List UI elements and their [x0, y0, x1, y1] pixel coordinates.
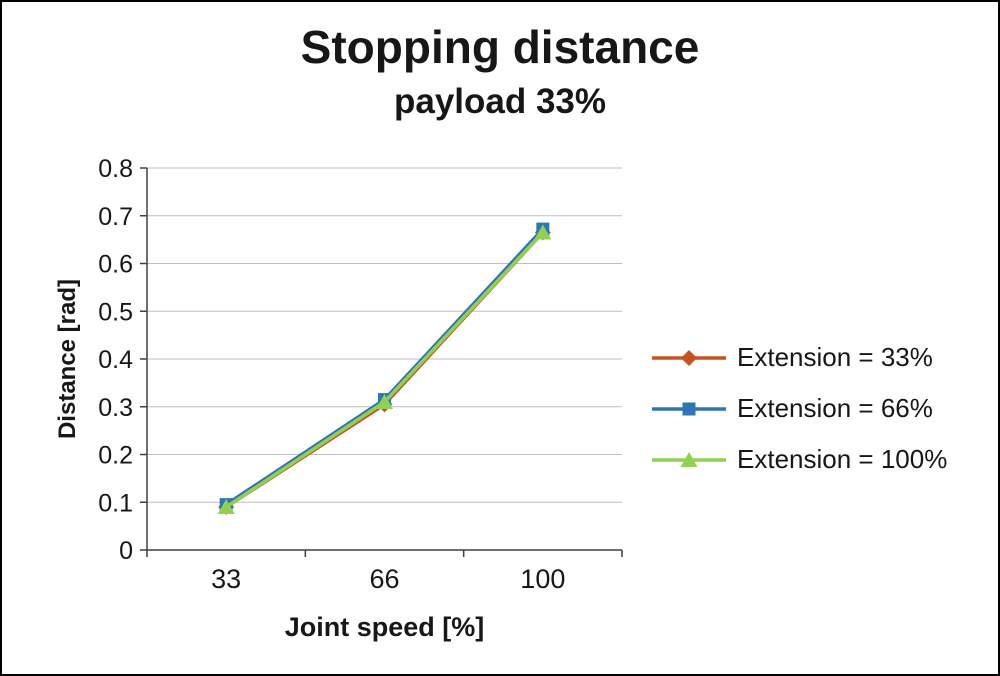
legend-key-icon — [652, 451, 726, 467]
svg-text:33: 33 — [211, 564, 241, 594]
legend-key-icon — [652, 349, 726, 366]
svg-text:0.3: 0.3 — [98, 394, 133, 422]
svg-text:0.1: 0.1 — [98, 489, 133, 517]
legend: Extension = 33% Extension = 66% Extension … — [650, 332, 947, 485]
legend-item: Extension = 100% — [650, 434, 947, 485]
x-axis-label: Joint speed [%] — [284, 612, 485, 642]
svg-text:66: 66 — [369, 564, 399, 594]
legend-key-icon — [652, 402, 726, 415]
legend-item: Extension = 33% — [650, 332, 947, 383]
legend-label: Extension = 100% — [737, 444, 948, 474]
legend-label: Extension = 33% — [737, 342, 933, 372]
gridlines — [147, 167, 622, 503]
legend-item: Extension = 66% — [650, 383, 947, 434]
tick-labels: 0 0.1 0.2 0.3 0.4 0.5 0.6 0.7 0.8 33 66 100 — [98, 155, 565, 594]
legend-label: Extension = 66% — [737, 393, 933, 423]
y-axis-label: Distance [rad] — [54, 278, 81, 440]
svg-text:0.2: 0.2 — [98, 442, 133, 470]
svg-text:0.6: 0.6 — [98, 251, 133, 279]
series-0 — [218, 224, 551, 516]
series-2 — [217, 224, 552, 515]
chart-title: Stopping distance — [300, 21, 700, 73]
svg-text:0: 0 — [119, 537, 133, 565]
axes — [140, 167, 623, 557]
svg-text:0.4: 0.4 — [98, 346, 133, 374]
chart-subtitle: payload 33% — [393, 82, 607, 121]
svg-text:0.5: 0.5 — [98, 298, 133, 326]
series-1 — [219, 222, 550, 512]
svg-text:0.7: 0.7 — [98, 203, 133, 231]
svg-text:0.8: 0.8 — [98, 155, 133, 183]
svg-text:100: 100 — [520, 564, 565, 594]
